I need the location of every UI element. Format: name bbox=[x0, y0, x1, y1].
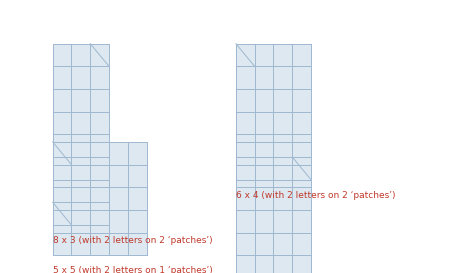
Text: 5 x 5 (with 2 letters on 1 ‘patches’): 5 x 5 (with 2 letters on 1 ‘patches’) bbox=[53, 266, 213, 273]
Bar bbox=[236, 44, 311, 180]
Text: 6 x 4 (with 2 letters on 2 ‘patches’): 6 x 4 (with 2 letters on 2 ‘patches’) bbox=[236, 191, 395, 200]
Bar bbox=[53, 142, 147, 255]
Text: 8 x 3 (with 2 letters on 2 ‘patches’): 8 x 3 (with 2 letters on 2 ‘patches’) bbox=[53, 236, 213, 245]
Bar bbox=[236, 142, 311, 273]
Bar bbox=[53, 44, 109, 225]
